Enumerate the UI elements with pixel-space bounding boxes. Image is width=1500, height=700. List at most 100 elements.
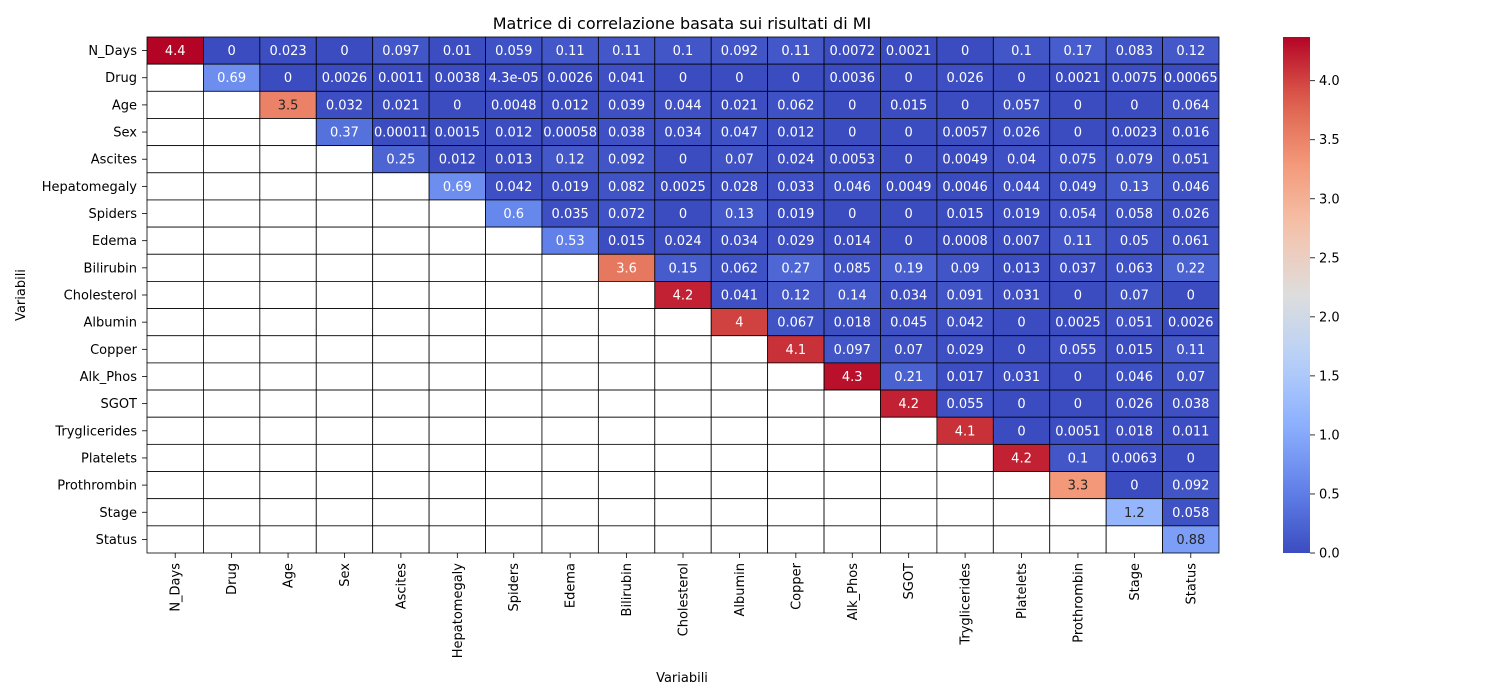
colorbar: 0.0 0.5 1.0 1.5 2.0 2.5 3.0 3.5 4.0	[1283, 37, 1340, 562]
empty-cell	[485, 226, 543, 255]
empty-cell	[259, 389, 317, 418]
heatmap-cell	[1049, 335, 1107, 364]
heatmap-cell	[1105, 226, 1163, 255]
empty-cell	[936, 443, 994, 472]
empty-cell	[203, 525, 261, 554]
cell-value-label: 0.054	[1059, 207, 1096, 222]
heatmap-cell	[710, 226, 769, 255]
heatmap-cell	[710, 253, 769, 282]
y-tick-label: Copper	[90, 343, 138, 358]
empty-cell	[146, 90, 204, 119]
cell-value-label: 0	[905, 207, 913, 222]
y-tick-label: Albumin	[83, 316, 137, 331]
heatmap-cell	[654, 226, 712, 255]
cell-value-label: 4.2	[673, 289, 694, 304]
cell-value-label: 0.041	[608, 71, 645, 86]
cell-value-label: 4.4	[165, 44, 186, 59]
heatmap-cell	[710, 90, 769, 119]
empty-cell	[315, 253, 374, 282]
chart-title: Matrice di correlazione basata sui risul…	[493, 14, 872, 33]
x-tick-label: SGOT	[902, 563, 917, 600]
cell-value-label: 0.015	[1116, 343, 1153, 358]
heatmap-cell	[992, 362, 1051, 391]
cell-value-label: 0.019	[777, 207, 814, 222]
heatmap-cell	[1105, 145, 1163, 174]
empty-cell	[880, 525, 938, 554]
heatmap-cell	[541, 118, 599, 147]
heatmap-cell	[485, 145, 543, 174]
cell-value-label: 0.021	[382, 98, 419, 113]
empty-cell	[880, 471, 938, 500]
empty-cell	[936, 471, 994, 500]
colorbar-tick-label: 4.0	[1319, 74, 1340, 89]
cell-value-label: 0.097	[834, 343, 871, 358]
cell-value-label: 0.021	[721, 98, 758, 113]
empty-cell	[428, 226, 486, 255]
heatmap-cell	[767, 281, 825, 309]
cell-value-label: 0.024	[777, 153, 814, 168]
empty-cell	[428, 253, 486, 282]
empty-cell	[203, 362, 261, 391]
heatmap-cell	[541, 90, 599, 119]
cell-value-label: 0.12	[781, 289, 810, 304]
empty-cell	[203, 199, 261, 228]
cell-value-label: 0.0072	[830, 44, 876, 59]
cell-value-label: 0.0075	[1112, 71, 1158, 86]
y-tick-label: Stage	[99, 506, 137, 521]
cell-value-label: 0	[961, 98, 969, 113]
cell-value-label: 0	[1017, 71, 1025, 86]
heatmap-cell	[654, 36, 712, 65]
empty-cell	[259, 253, 317, 282]
colorbar-gradient	[1283, 37, 1310, 553]
heatmap-cell	[541, 36, 599, 65]
x-tick-labels: N_Days Drug Age Sex Ascites Hepatomegaly Spide…	[169, 553, 1199, 658]
heatmap-cell	[823, 145, 881, 174]
heatmap-cell	[1162, 362, 1220, 391]
cell-value-label: 1.2	[1124, 506, 1145, 521]
x-tick-label: Drug	[225, 563, 240, 595]
x-tick-label: Prothrombin	[1071, 563, 1086, 643]
heatmap-cell	[936, 199, 994, 228]
cell-value-label: 0.07	[1120, 289, 1149, 304]
heatmap-cell	[1162, 145, 1220, 174]
cell-value-label: 0.026	[1116, 397, 1153, 412]
heatmap-cell	[1105, 90, 1163, 119]
cell-value-label: 0.097	[382, 44, 419, 59]
cell-value-label: 4.1	[955, 424, 976, 439]
cell-value-label: 0.14	[838, 289, 867, 304]
empty-cell	[428, 525, 486, 554]
empty-cell	[541, 416, 599, 445]
cell-value-label: 3.5	[278, 98, 299, 113]
heatmap-cell	[1105, 253, 1163, 282]
y-tick-label: Ascites	[91, 153, 138, 168]
cell-value-label: 4.2	[1011, 451, 1032, 466]
empty-cell	[992, 471, 1051, 500]
heatmap-cell	[1162, 281, 1220, 309]
heatmap-cell	[823, 226, 881, 255]
heatmap-cell	[1162, 90, 1220, 119]
cell-value-label: 0.058	[1172, 506, 1209, 521]
heatmap-cell	[936, 118, 994, 147]
heatmap-cell	[1105, 36, 1163, 65]
empty-cell	[146, 416, 204, 445]
cell-value-label: 0.0049	[942, 153, 988, 168]
heatmap-cell	[1049, 308, 1107, 337]
cell-value-label: 0.049	[1059, 180, 1096, 195]
heatmap-cell	[767, 36, 825, 65]
heatmap-cell	[1049, 443, 1107, 472]
empty-cell	[146, 362, 204, 391]
empty-cell	[823, 389, 881, 418]
cell-value-label: 0.1	[1011, 44, 1032, 59]
cell-value-label: 0.062	[721, 261, 758, 276]
empty-cell	[428, 199, 486, 228]
cell-value-label: 0.1	[673, 44, 694, 59]
cell-value-label: 0	[1074, 397, 1082, 412]
cell-value-label: 0.011	[1172, 424, 1209, 439]
colorbar-tick-label: 0.0	[1319, 547, 1340, 562]
heatmap-cell	[1162, 335, 1220, 364]
cell-value-label: 0.051	[1116, 316, 1153, 331]
empty-cell	[315, 443, 374, 472]
heatmap-cell	[936, 253, 994, 282]
empty-cell	[203, 416, 261, 445]
y-tick-labels: N_Days Drug Age Sex Ascites Hepatomegaly Spide…	[42, 44, 147, 548]
